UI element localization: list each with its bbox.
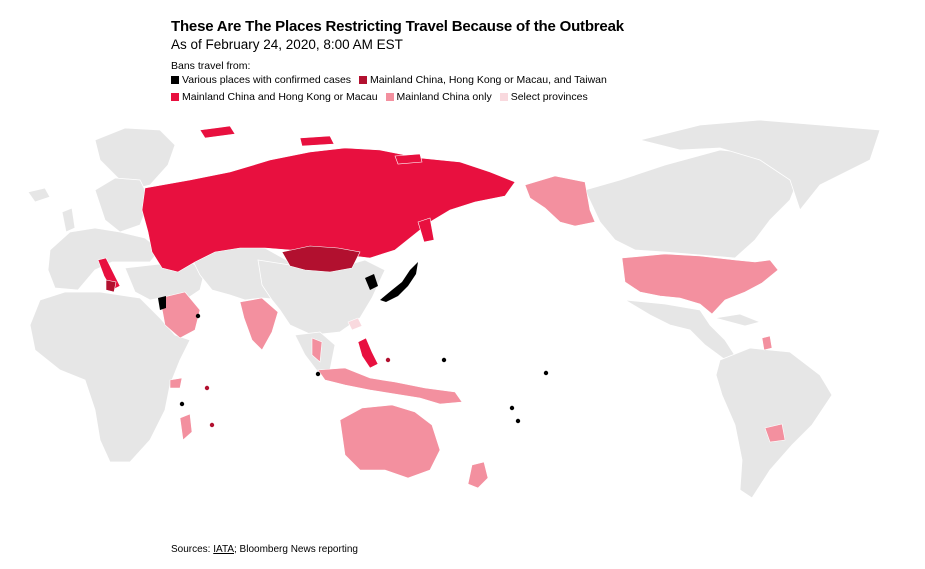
britain: [61, 207, 76, 233]
india: [239, 297, 279, 351]
south-america: [715, 347, 833, 499]
legend-row-1: Various places with confirmed cases Main…: [171, 74, 615, 86]
caribbean-island: [761, 335, 773, 351]
select-provinces-region: [347, 317, 363, 331]
legend-item-china-hk: Mainland China and Hong Kong or Macau: [171, 91, 378, 103]
legend-swatch-china-only: [385, 93, 394, 101]
madagascar: [179, 413, 193, 441]
legend-item-select-provinces: Select provinces: [499, 91, 588, 103]
vietnam-region: [311, 337, 323, 363]
legend-heading: Bans travel from:: [171, 60, 251, 72]
scandinavia: [94, 177, 151, 233]
sources-rest: ; Bloomberg News reporting: [234, 544, 358, 555]
russia-far-east-island: [417, 217, 435, 243]
world-map: [27, 119, 881, 499]
saudi-arabia: [159, 291, 201, 339]
korea: [365, 274, 378, 290]
island-marker-2: [315, 371, 321, 377]
chart-subtitle: As of February 24, 2020, 8:00 AM EST: [171, 37, 403, 52]
legend-label-various: Various places with confirmed cases: [182, 74, 352, 86]
sources-prefix: Sources:: [171, 544, 214, 555]
mongolia-neighbor: [169, 377, 183, 389]
arctic-island-2: [299, 135, 335, 147]
island-marker-1: [195, 313, 201, 319]
legend-item-china-only: Mainland China only: [385, 91, 492, 103]
island-marker-8: [204, 385, 210, 391]
legend-swatch-china-hk: [171, 93, 179, 101]
island-marker-4: [441, 357, 447, 363]
legend-swatch-china-hk-taiwan: [359, 76, 368, 84]
caribbean: [714, 313, 762, 327]
chart-title: These Are The Places Restricting Travel …: [171, 18, 624, 35]
legend-label-china-hk: Mainland China and Hong Kong or Macau: [182, 91, 378, 103]
philippines: [357, 337, 379, 369]
israel-region: [158, 296, 166, 310]
legend-label-china-only: Mainland China only: [396, 91, 492, 103]
legend-item-china-hk-taiwan: Mainland China, Hong Kong or Macau, and …: [359, 74, 607, 86]
alaska: [524, 175, 596, 227]
arctic-islands: [639, 119, 881, 211]
island-marker-3: [179, 401, 185, 407]
africa: [29, 291, 191, 463]
italy-south: [105, 279, 117, 293]
russia: [141, 147, 516, 273]
mongolia: [281, 245, 361, 273]
usa: [621, 253, 779, 315]
island-marker-6: [509, 405, 515, 411]
arctic-island-3: [394, 153, 423, 165]
australia: [339, 404, 441, 479]
sources-note: Sources: IATA; Bloomberg News reporting: [171, 544, 358, 555]
legend-swatch-various: [171, 76, 179, 84]
legend-item-various: Various places with confirmed cases: [171, 74, 351, 86]
mexico-central-america: [624, 299, 739, 363]
island-marker-5: [543, 370, 549, 376]
paraguay: [764, 423, 786, 443]
legend-swatch-select-provinces: [499, 93, 508, 101]
legend-label-select-provinces: Select provinces: [510, 91, 588, 103]
island-marker-10: [385, 357, 391, 363]
iceland: [27, 187, 51, 203]
canada: [584, 149, 801, 259]
new-zealand: [467, 461, 489, 489]
indonesia: [317, 367, 463, 405]
legend-label-china-hk-taiwan: Mainland China, Hong Kong or Macau, and …: [370, 74, 607, 86]
island-marker-9: [209, 422, 215, 428]
greenland: [94, 127, 176, 191]
island-marker-7: [515, 418, 521, 424]
arctic-island-1: [199, 125, 236, 139]
legend-row-2: Mainland China and Hong Kong or Macau Ma…: [171, 91, 596, 103]
sources-link-iata[interactable]: IATA: [213, 544, 234, 555]
japan: [380, 262, 418, 302]
